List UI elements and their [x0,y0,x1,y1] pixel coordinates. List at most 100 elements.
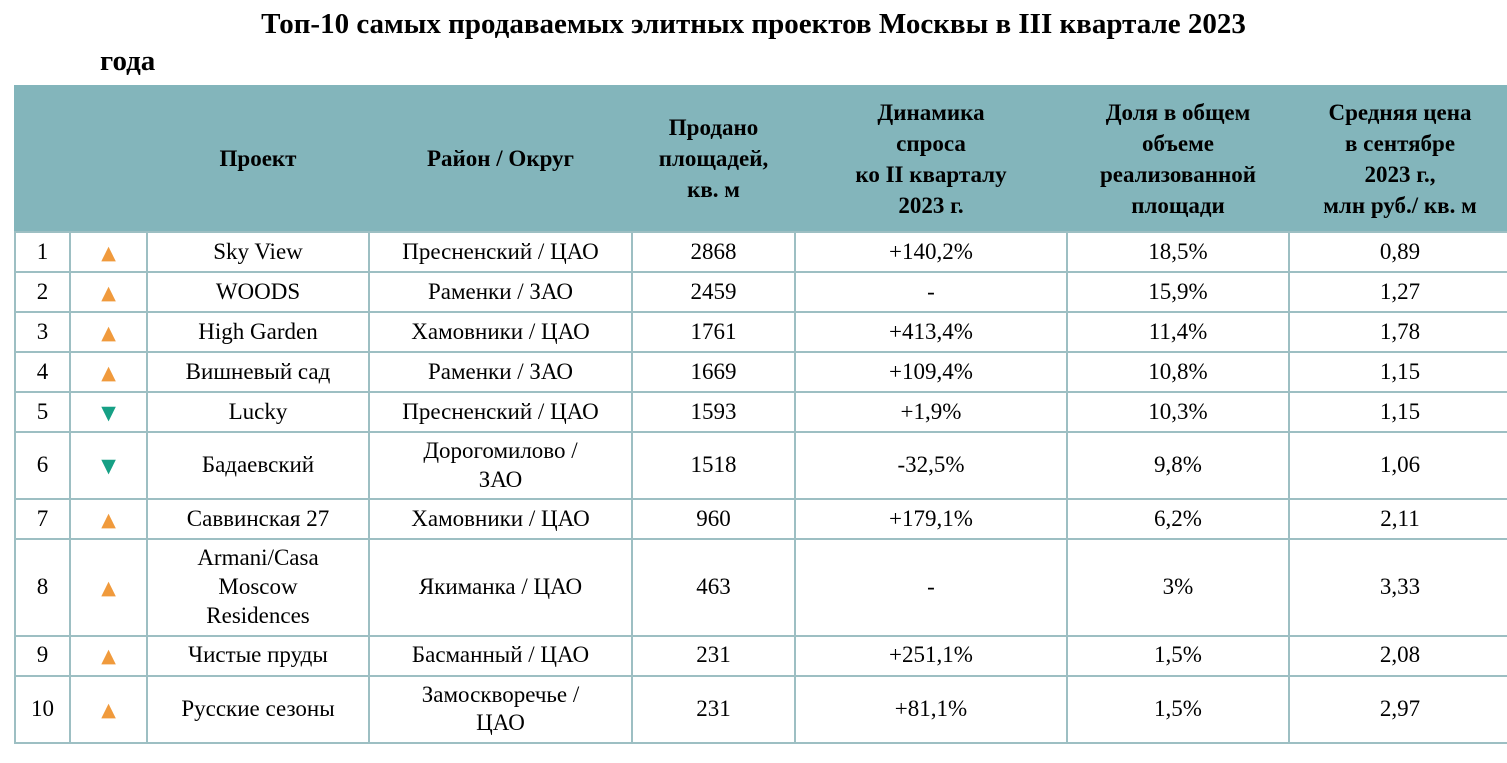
table-row: 3 ▲ High Garden Хамовники / ЦАО 1761 +41… [14,310,1507,353]
district-cell: Пресненский / ЦАО [368,390,633,433]
trend-cell: ▲ [69,270,148,313]
header-share: Доля в общем объеме реализованной площад… [1066,84,1290,233]
share-cell: 10,8% [1066,350,1290,393]
rank-cell: 8 [14,538,71,637]
project-cell: Вишневый сад [146,350,370,393]
trend-down-icon: ▼ [101,401,116,424]
trend-up-icon: ▲ [101,509,116,531]
demand-dynamics-cell: +251,1% [794,634,1068,677]
avg-price-cell: 2,97 [1288,674,1507,745]
sold-area-cell: 1669 [631,350,796,393]
header-rank [14,84,71,233]
avg-price-cell: 2,08 [1288,634,1507,677]
sold-area-cell: 1518 [631,430,796,501]
rank-cell: 5 [14,390,71,433]
rank-cell: 6 [14,430,71,501]
table-header: Проект Район / Округ Продано площадей, к… [14,84,1507,233]
table-body: 1 ▲ Sky View Пресненский / ЦАО 2868 +140… [14,230,1507,745]
table-row: 1 ▲ Sky View Пресненский / ЦАО 2868 +140… [14,230,1507,273]
avg-price-cell: 2,11 [1288,498,1507,541]
district-cell: Дорогомилово / ЗАО [368,430,633,501]
avg-price-cell: 1,78 [1288,310,1507,353]
trend-cell: ▲ [69,310,148,353]
share-cell: 15,9% [1066,270,1290,313]
district-cell: Раменки / ЗАО [368,270,633,313]
table-row: 2 ▲ WOODS Раменки / ЗАО 2459 - 15,9% 1,2… [14,270,1507,313]
avg-price-cell: 1,06 [1288,430,1507,501]
trend-cell: ▼ [69,430,148,501]
table-row: 6 ▼ Бадаевский Дорогомилово / ЗАО 1518 -… [14,430,1507,501]
share-cell: 6,2% [1066,498,1290,541]
demand-dynamics-cell: +179,1% [794,498,1068,541]
project-cell: WOODS [146,270,370,313]
page-title: Топ-10 самых продаваемых элитных проекто… [0,0,1507,79]
page-title-line2: года [100,45,156,78]
district-cell: Хамовники / ЦАО [368,310,633,353]
sold-area-cell: 231 [631,634,796,677]
project-cell: Lucky [146,390,370,433]
trend-up-icon: ▲ [101,241,116,264]
rank-cell: 4 [14,350,71,393]
table-row: 8 ▲ Armani/Casa Moscow Residences Якиман… [14,538,1507,637]
district-cell: Якиманка / ЦАО [368,538,633,637]
project-cell: Саввинская 27 [146,498,370,541]
trend-cell: ▲ [69,634,148,677]
project-cell: Чистые пруды [146,634,370,677]
rank-cell: 2 [14,270,71,313]
demand-dynamics-cell: - [794,270,1068,313]
sold-area-cell: 231 [631,674,796,745]
share-cell: 11,4% [1066,310,1290,353]
rank-cell: 9 [14,634,71,677]
project-cell: Бадаевский [146,430,370,501]
trend-down-icon: ▼ [101,455,116,478]
district-cell: Замоскворечье / ЦАО [368,674,633,745]
trend-cell: ▲ [69,538,148,637]
rank-cell: 3 [14,310,71,353]
trend-up-icon: ▲ [101,321,116,344]
sold-area-cell: 960 [631,498,796,541]
district-cell: Хамовники / ЦАО [368,498,633,541]
trend-up-icon: ▲ [101,361,116,384]
demand-dynamics-cell: -32,5% [794,430,1068,501]
trend-cell: ▼ [69,390,148,433]
avg-price-cell: 1,15 [1288,350,1507,393]
trend-up-icon: ▲ [101,645,116,668]
sold-area-cell: 2459 [631,270,796,313]
share-cell: 9,8% [1066,430,1290,501]
avg-price-cell: 3,33 [1288,538,1507,637]
sold-area-cell: 1761 [631,310,796,353]
district-cell: Раменки / ЗАО [368,350,633,393]
sold-area-cell: 2868 [631,230,796,273]
district-cell: Басманный / ЦАО [368,634,633,677]
share-cell: 1,5% [1066,674,1290,745]
header-trend [69,84,148,233]
page-title-line1: Топ-10 самых продаваемых элитных проекто… [261,8,1246,40]
share-cell: 10,3% [1066,390,1290,433]
top10-projects-table: Проект Район / Округ Продано площадей, к… [14,84,1507,745]
share-cell: 1,5% [1066,634,1290,677]
trend-up-icon: ▲ [101,281,116,304]
demand-dynamics-cell: +140,2% [794,230,1068,273]
sold-area-cell: 463 [631,538,796,637]
trend-cell: ▲ [69,674,148,745]
header-district: Район / Округ [368,84,633,233]
header-project: Проект [146,84,370,233]
trend-cell: ▲ [69,230,148,273]
rank-cell: 7 [14,498,71,541]
project-cell: Armani/Casa Moscow Residences [146,538,370,637]
project-cell: Sky View [146,230,370,273]
district-cell: Пресненский / ЦАО [368,230,633,273]
sold-area-cell: 1593 [631,390,796,433]
header-demand-dynamics: Динамика спроса ко II кварталу 2023 г. [794,84,1068,233]
demand-dynamics-cell: +1,9% [794,390,1068,433]
demand-dynamics-cell: +109,4% [794,350,1068,393]
avg-price-cell: 0,89 [1288,230,1507,273]
trend-up-icon: ▲ [101,577,116,600]
share-cell: 18,5% [1066,230,1290,273]
avg-price-cell: 1,27 [1288,270,1507,313]
share-cell: 3% [1066,538,1290,637]
trend-cell: ▲ [69,498,148,541]
demand-dynamics-cell: +413,4% [794,310,1068,353]
table-row: 4 ▲ Вишневый сад Раменки / ЗАО 1669 +109… [14,350,1507,393]
rank-cell: 10 [14,674,71,745]
